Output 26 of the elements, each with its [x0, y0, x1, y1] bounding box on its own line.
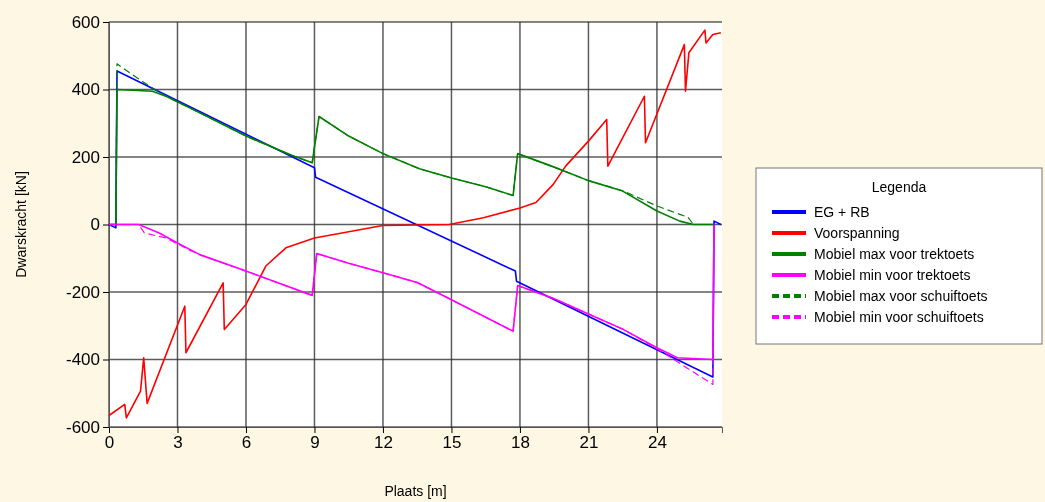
x-tick-label: 24 [647, 433, 667, 453]
y-tick-label: 400 [71, 80, 100, 100]
legend-label: EG + RB [814, 204, 870, 220]
y-tick-label: -200 [65, 282, 100, 302]
legend-label: Mobiel min voor schuiftoets [814, 309, 984, 325]
y-tick-label: -400 [65, 350, 100, 370]
x-axis-title: Plaats [m] [384, 483, 447, 499]
legend-title: Legenda [871, 179, 927, 195]
x-tick-label: 21 [579, 433, 599, 453]
y-tick-label: 0 [90, 215, 100, 235]
x-tick-label: 9 [310, 433, 320, 453]
x-tick-label: 18 [510, 433, 530, 453]
x-tick-label: 12 [374, 433, 393, 453]
legend-label: Mobiel max voor trektoets [814, 246, 975, 262]
y-tick-label: -600 [65, 417, 100, 437]
y-axis-title: Dwarskracht [kN] [13, 171, 29, 278]
x-tick-label: 0 [104, 433, 115, 453]
x-tick-label: 15 [442, 433, 462, 453]
x-tick-label: 6 [241, 433, 252, 453]
y-tick-label: 600 [71, 12, 100, 32]
x-tick-label: 3 [173, 433, 183, 453]
line-series [108, 29, 722, 419]
legend-label: Mobiel min voor trektoets [814, 267, 971, 283]
legend-label: Mobiel max voor schuiftoets [814, 288, 988, 304]
legend-label: Voorspanning [814, 225, 900, 241]
y-tick-label: 200 [71, 147, 100, 167]
